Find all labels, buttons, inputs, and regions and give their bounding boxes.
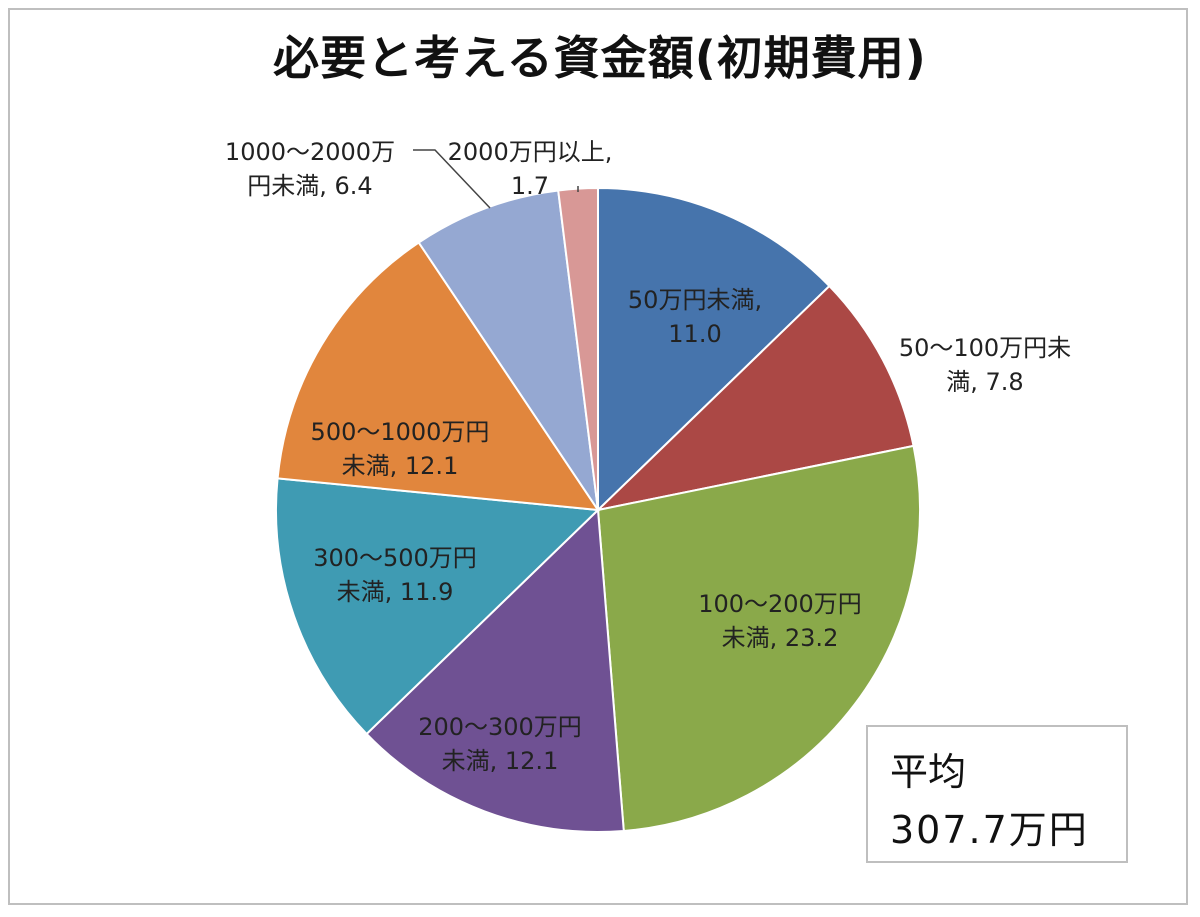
slice-label-4: 200〜300万円未満, 12.1 [418,713,582,775]
pie-slice-1 [597,186,831,513]
chart-title: 必要と考える資金額(初期費用) [273,31,927,85]
pie-slice-3 [596,444,921,833]
slice-label-5: 300〜500万円未満, 11.9 [313,544,477,606]
pie-slice-4 [365,507,625,833]
pie-slice-2 [594,284,915,512]
pie-slice-5 [275,477,601,736]
average-box: 平均 307.7万円 [866,725,1128,863]
pie-slice-6 [276,241,601,512]
slice-label-1: 50万円未満, 11.0 [628,286,762,348]
average-label: 平均 [890,750,967,794]
leader-line-1 [413,149,491,209]
slice-label-7: 1000〜2000万円未満, 6.4 [225,138,395,200]
slice-label-3: 100〜200万円未満, 23.2 [698,590,862,652]
slice-label-2: 50〜100万円未満, 7.8 [899,334,1071,396]
slice-label-8: 2000万円以上, 1.7 [448,138,613,200]
slice-label-6: 500〜1000万円未満, 12.1 [311,418,490,480]
pie-slice-7 [417,189,599,511]
average-value: 307.7万円 [890,808,1089,852]
